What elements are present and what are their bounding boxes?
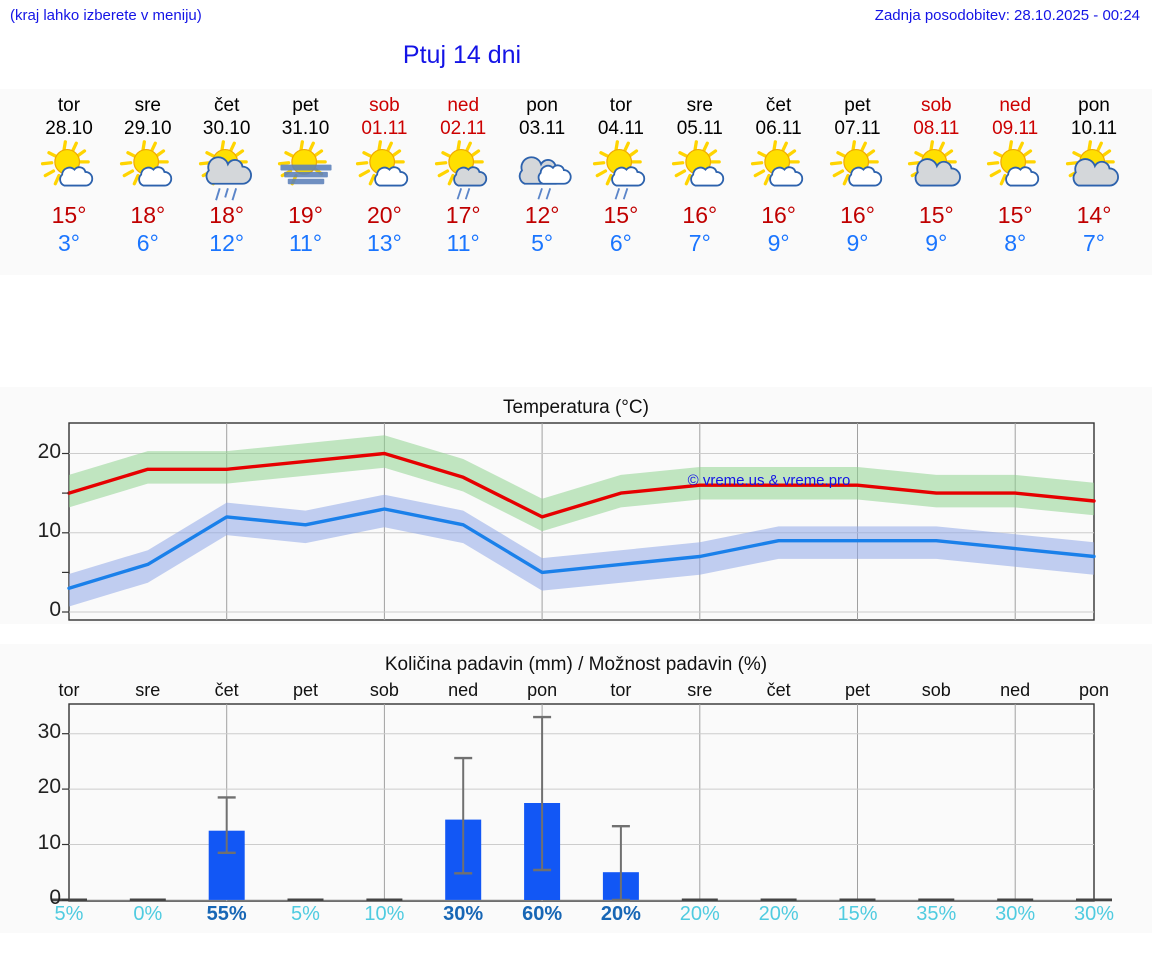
svg-text:© vreme.us & vreme.pro: © vreme.us & vreme.pro — [688, 472, 851, 489]
